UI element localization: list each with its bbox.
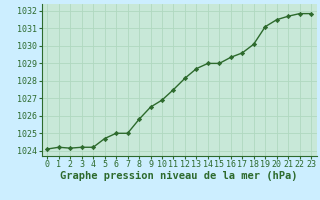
- X-axis label: Graphe pression niveau de la mer (hPa): Graphe pression niveau de la mer (hPa): [60, 171, 298, 181]
